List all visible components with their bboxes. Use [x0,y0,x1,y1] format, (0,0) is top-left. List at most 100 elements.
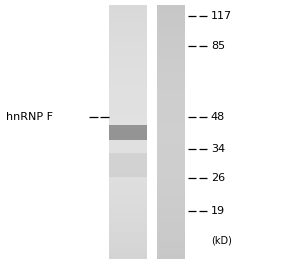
Bar [157,225,185,229]
Bar [109,212,147,216]
Bar [109,221,147,225]
Bar [109,94,147,98]
Bar [157,195,185,200]
Bar [157,119,185,124]
Bar [157,90,185,94]
Bar [109,195,147,200]
Bar [157,22,185,26]
Bar [157,111,185,115]
Bar [157,212,185,216]
Bar [109,52,147,56]
Bar [157,200,185,204]
Text: 34: 34 [211,144,225,154]
Bar [109,153,147,177]
Bar [157,18,185,22]
Bar [157,242,185,246]
Bar [157,191,185,195]
Bar [157,162,185,166]
Text: 48: 48 [211,112,225,122]
Bar [109,136,147,140]
Bar [109,166,147,170]
Bar [109,229,147,233]
Bar [109,64,147,69]
Text: 19: 19 [211,206,225,216]
Bar [157,52,185,56]
Bar [109,102,147,107]
Bar [109,18,147,22]
Text: hnRNP F: hnRNP F [6,112,53,122]
Bar [157,81,185,86]
Bar [109,14,147,18]
Bar [157,221,185,225]
Bar [157,183,185,187]
Bar [109,43,147,48]
Bar [157,94,185,98]
Bar [109,238,147,242]
Bar [109,77,147,81]
Bar [157,73,185,77]
Bar [109,86,147,90]
Bar [157,233,185,238]
Bar [109,98,147,102]
Bar [157,39,185,43]
Bar [157,132,185,136]
Bar [109,162,147,166]
Bar [157,10,185,14]
Bar [109,90,147,94]
Bar [109,187,147,191]
Bar [109,128,147,132]
Bar [157,178,185,183]
Bar [157,187,185,191]
Bar [157,208,185,212]
Bar [157,115,185,119]
Bar [157,35,185,39]
Text: (kD): (kD) [211,235,232,245]
Bar [157,216,185,221]
Bar [109,119,147,124]
Bar [157,86,185,90]
Bar [157,128,185,132]
Bar [109,60,147,64]
Bar [109,73,147,77]
Bar [157,43,185,48]
Bar [109,183,147,187]
Bar [109,140,147,145]
Bar [157,107,185,111]
Bar [157,166,185,170]
Bar [109,145,147,149]
Bar [109,225,147,229]
Bar [109,153,147,157]
Bar [157,64,185,69]
Bar [157,77,185,81]
Bar [109,191,147,195]
Bar [109,132,147,136]
Bar [157,124,185,128]
Bar [157,102,185,107]
Bar [109,10,147,14]
Bar [157,170,185,174]
Bar [109,216,147,221]
Text: 117: 117 [211,11,232,21]
Bar [157,69,185,73]
Bar [157,5,185,10]
Bar [157,157,185,162]
Bar [157,26,185,31]
Bar [109,5,147,10]
Bar [157,204,185,208]
Bar [109,124,147,128]
Bar [109,115,147,119]
Bar [157,48,185,52]
Bar [109,69,147,73]
Bar [109,48,147,52]
Bar [157,229,185,233]
Bar [109,157,147,162]
Bar [157,60,185,64]
Bar [109,125,147,140]
Bar [109,178,147,183]
Bar [157,31,185,35]
Bar [109,111,147,115]
Bar [157,145,185,149]
Text: 85: 85 [211,41,225,51]
Bar [109,170,147,174]
Bar [109,149,147,153]
